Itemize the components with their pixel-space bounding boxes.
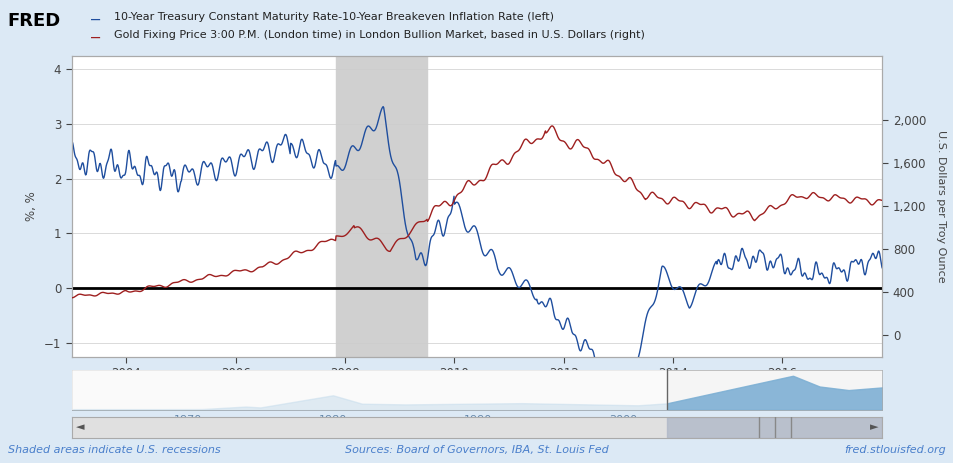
Text: —: — (91, 12, 100, 26)
Y-axis label: U.S. Dollars per Troy Ounce: U.S. Dollars per Troy Ounce (935, 130, 944, 282)
Text: Gold Fixing Price 3:00 P.M. (London time) in London Bullion Market, based in U.S: Gold Fixing Price 3:00 P.M. (London time… (114, 30, 644, 40)
Text: 10-Year Treasury Constant Maturity Rate-10-Year Breakeven Inflation Rate (left): 10-Year Treasury Constant Maturity Rate-… (114, 12, 554, 22)
Y-axis label: %, %: %, % (25, 191, 38, 221)
Text: fred.stlouisfed.org: fred.stlouisfed.org (843, 444, 945, 455)
Bar (666, 417, 882, 438)
Text: ◄: ◄ (75, 422, 84, 432)
Text: —: — (91, 30, 100, 45)
Text: Sources: Board of Governors, IBA, St. Louis Fed: Sources: Board of Governors, IBA, St. Lo… (345, 444, 608, 455)
Text: ►: ► (869, 422, 878, 432)
Bar (71, 370, 666, 410)
Text: FRED: FRED (8, 12, 61, 30)
Bar (335, 56, 427, 357)
Text: Shaded areas indicate U.S. recessions: Shaded areas indicate U.S. recessions (8, 444, 220, 455)
